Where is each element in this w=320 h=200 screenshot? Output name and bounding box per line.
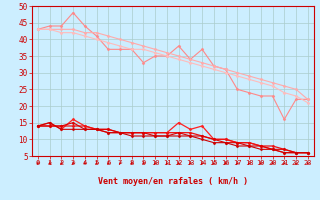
X-axis label: Vent moyen/en rafales ( km/h ): Vent moyen/en rafales ( km/h ) — [98, 177, 248, 186]
